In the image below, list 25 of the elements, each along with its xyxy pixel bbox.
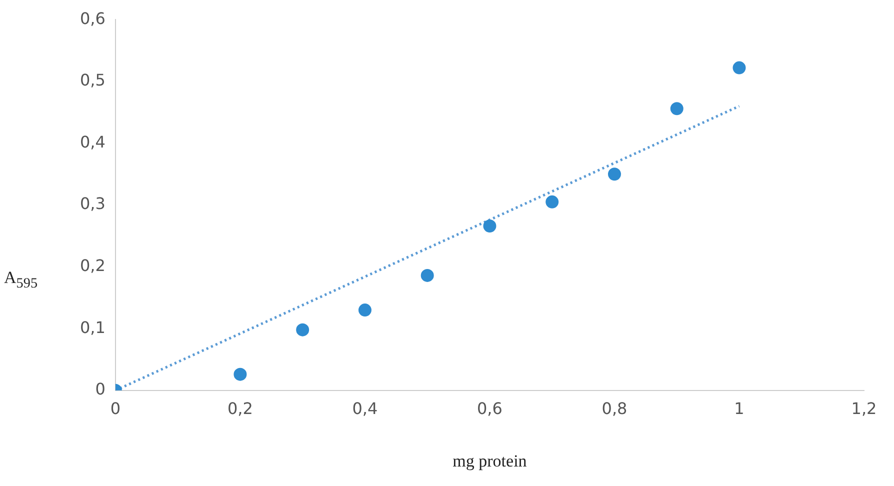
y-tick-label: 0,6 (80, 8, 106, 28)
point (234, 368, 247, 381)
point (296, 323, 310, 336)
x-tick-label: 0,8 (602, 399, 628, 418)
y-tick-label: 0,1 (80, 318, 106, 337)
y-tick-label: 0,5 (80, 70, 106, 90)
x-tick-label: 0,6 (476, 399, 502, 418)
point (546, 195, 559, 208)
point (732, 61, 746, 74)
point (670, 102, 684, 116)
point (608, 168, 621, 181)
point (483, 220, 496, 233)
x-axis-title: mg protein (452, 451, 528, 470)
y-tick-label: 0,2 (80, 256, 106, 275)
point (420, 268, 434, 282)
x-tick-label: 1,2 (851, 399, 877, 418)
y-tick-label: 0,3 (80, 194, 106, 214)
y-tick-label: 0,4 (80, 132, 106, 152)
y-axis-title: A$_{595}$ (4, 268, 38, 292)
x-tick-label: 0,2 (227, 399, 253, 418)
point (358, 304, 372, 317)
y-tick-label: 0 (95, 380, 106, 399)
x-tick-label: 1 (734, 399, 744, 418)
x-tick-label: 0,4 (352, 399, 378, 418)
x-tick-label: 0 (110, 399, 121, 418)
